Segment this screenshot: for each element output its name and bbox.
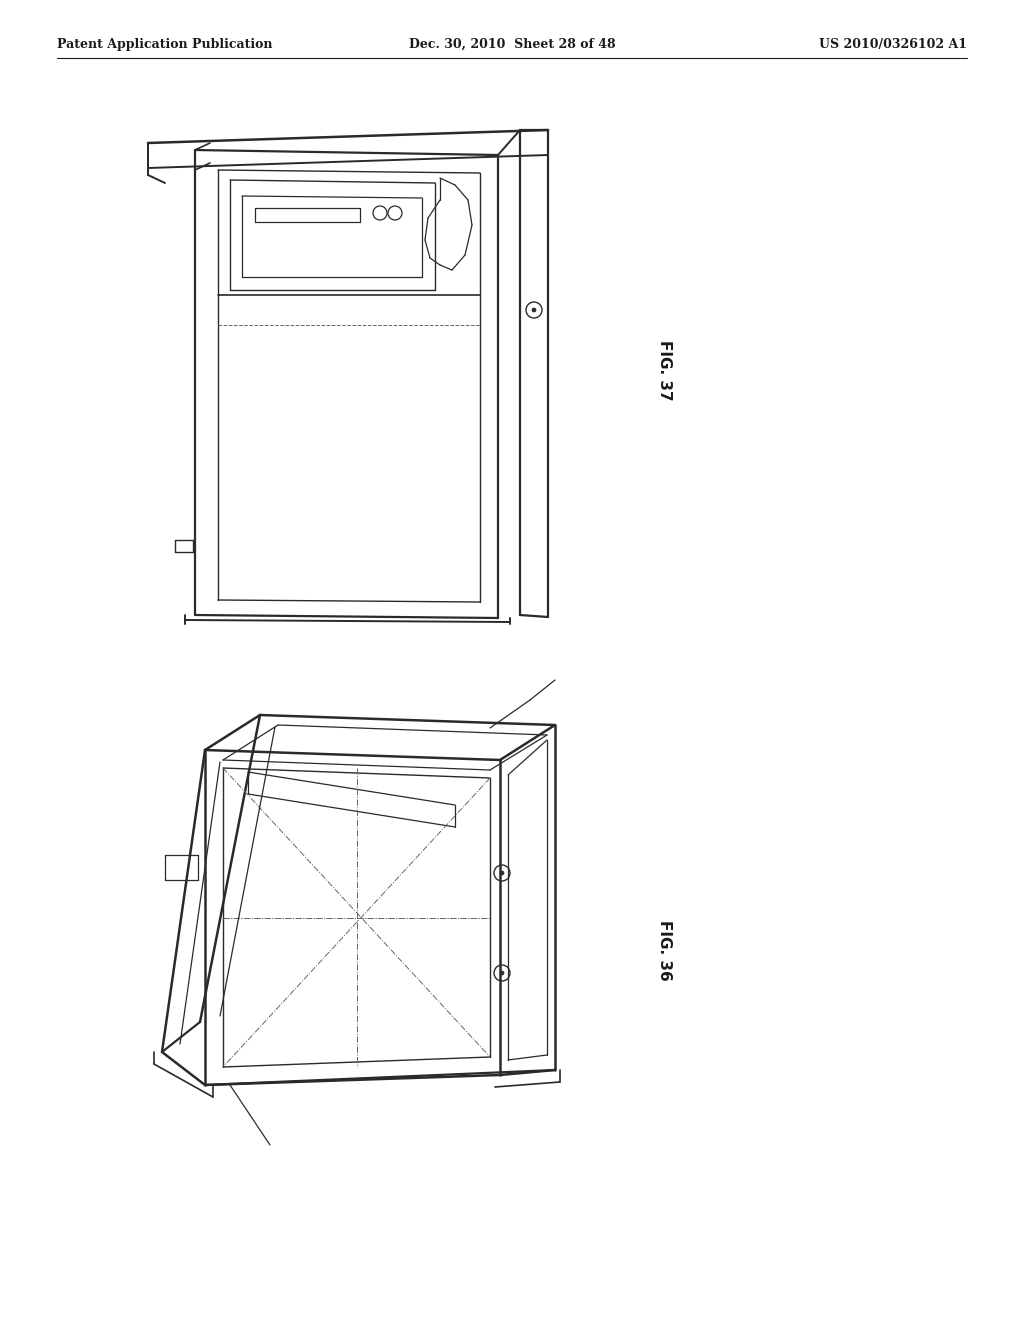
Text: Dec. 30, 2010  Sheet 28 of 48: Dec. 30, 2010 Sheet 28 of 48 <box>409 38 615 51</box>
Text: FIG. 36: FIG. 36 <box>657 920 673 981</box>
Text: US 2010/0326102 A1: US 2010/0326102 A1 <box>819 38 967 51</box>
Circle shape <box>500 972 504 975</box>
Circle shape <box>532 308 536 312</box>
Text: Patent Application Publication: Patent Application Publication <box>57 38 272 51</box>
Circle shape <box>500 871 504 875</box>
Text: FIG. 37: FIG. 37 <box>657 339 673 400</box>
